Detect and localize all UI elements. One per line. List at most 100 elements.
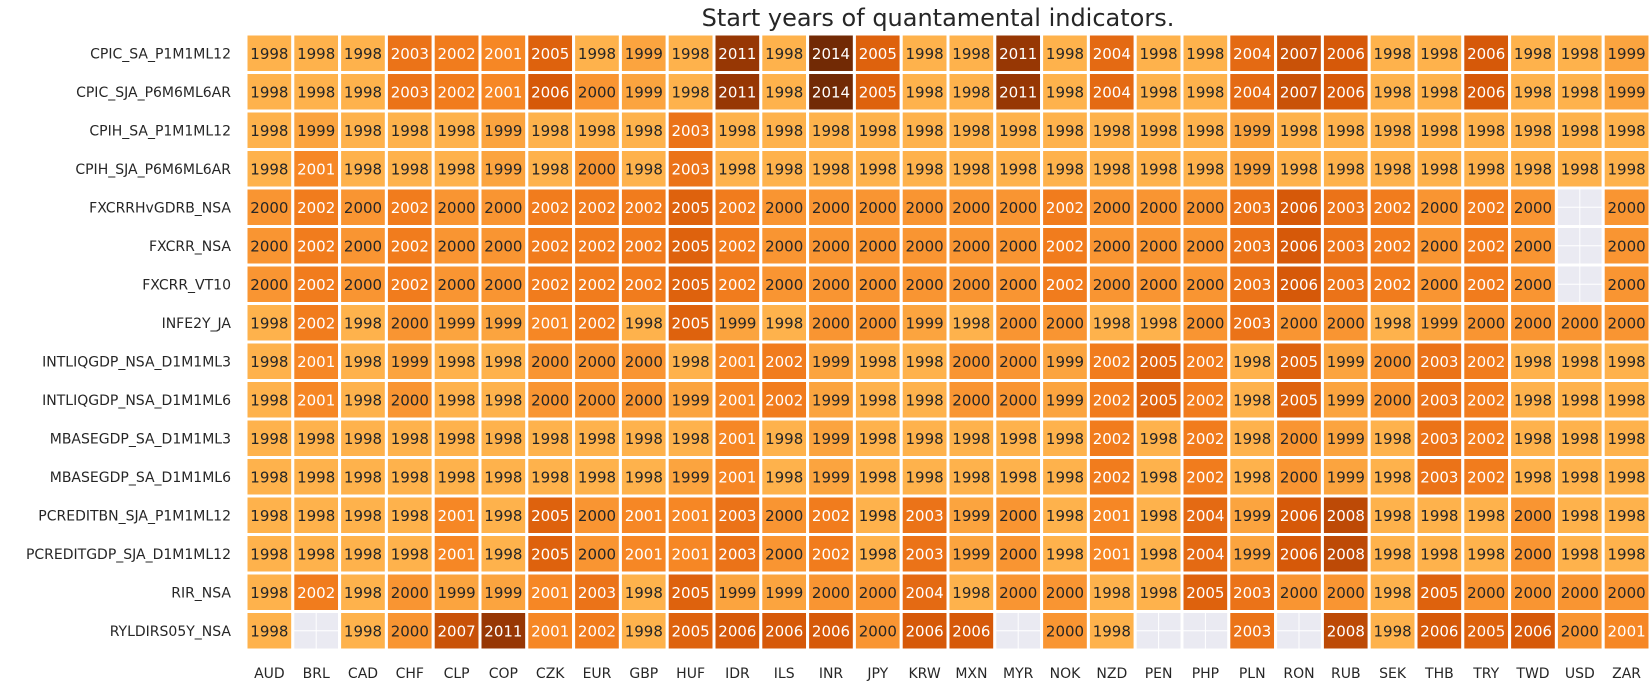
heatmap-cell-label: 2001 bbox=[531, 622, 569, 640]
heatmap-cell-label: 1998 bbox=[1046, 468, 1084, 486]
heatmap-cell-label: 2000 bbox=[1514, 507, 1552, 525]
heatmap-cell-label: 2000 bbox=[1186, 199, 1224, 217]
heatmap-cell bbox=[384, 610, 435, 652]
heatmap-cell-label: 1998 bbox=[1374, 622, 1412, 640]
heatmap-cell-label: 2000 bbox=[1280, 314, 1318, 332]
heatmap-cell-label: 2000 bbox=[391, 622, 429, 640]
heatmap-cell-label: 1998 bbox=[1420, 160, 1458, 178]
heatmap-cell-label: 1998 bbox=[1186, 122, 1224, 140]
heatmap-cell bbox=[1414, 263, 1465, 305]
heatmap-cell-label: 1998 bbox=[1514, 122, 1552, 140]
heatmap-cell bbox=[244, 32, 295, 74]
heatmap-cell bbox=[1086, 109, 1137, 151]
heatmap-cell-label: 2003 bbox=[672, 160, 710, 178]
heatmap-cell bbox=[244, 263, 295, 305]
heatmap-cell bbox=[899, 340, 950, 382]
heatmap-cell-label: 2000 bbox=[1420, 199, 1458, 217]
heatmap-cell-label: 1998 bbox=[625, 622, 663, 640]
heatmap-cell bbox=[1086, 610, 1137, 652]
heatmap-cell bbox=[1601, 340, 1651, 382]
heatmap-cell-label: 2001 bbox=[297, 160, 335, 178]
heatmap-cell-label: 1998 bbox=[1561, 430, 1599, 448]
heatmap-cell-label: 1998 bbox=[1327, 122, 1365, 140]
x-tick-label: MYR bbox=[1003, 666, 1034, 682]
heatmap-cell-label: 1998 bbox=[1420, 545, 1458, 563]
heatmap-cell bbox=[1133, 225, 1184, 267]
heatmap-cell-label: 2005 bbox=[672, 276, 710, 294]
heatmap-cell bbox=[244, 494, 295, 536]
heatmap-cell bbox=[384, 109, 435, 151]
heatmap-cell-label: 1998 bbox=[859, 353, 897, 371]
heatmap-cell-label: 2000 bbox=[1561, 584, 1599, 602]
heatmap-cell bbox=[1367, 109, 1418, 151]
heatmap-cell bbox=[1086, 494, 1137, 536]
heatmap-cell bbox=[1086, 533, 1137, 575]
heatmap-cell bbox=[712, 456, 763, 498]
heatmap-cell-label: 1998 bbox=[1140, 507, 1178, 525]
heatmap-cell-label: 1999 bbox=[1608, 83, 1646, 101]
heatmap-cell-label: 2000 bbox=[999, 545, 1037, 563]
y-tick-label: FXCRR_VT10 bbox=[142, 277, 231, 293]
heatmap-cell-label: 2000 bbox=[344, 199, 382, 217]
x-tick-label: CZK bbox=[536, 666, 565, 682]
heatmap-cell-label: 2000 bbox=[1186, 314, 1224, 332]
heatmap-cell bbox=[1414, 379, 1465, 421]
heatmap-cell-label: 1998 bbox=[1186, 83, 1224, 101]
heatmap-cell bbox=[338, 32, 388, 74]
heatmap-cell-label: 1998 bbox=[1046, 83, 1084, 101]
heatmap-cell bbox=[1040, 379, 1090, 421]
heatmap-cell-label: 2006 bbox=[765, 622, 803, 640]
heatmap-cell-label: 2000 bbox=[1093, 237, 1131, 255]
heatmap-cell-label: 2001 bbox=[718, 468, 756, 486]
heatmap-cell-label: 2000 bbox=[812, 314, 850, 332]
x-tick-label: CAD bbox=[348, 666, 378, 682]
heatmap-cell-label: 1998 bbox=[906, 468, 944, 486]
heatmap-cell bbox=[478, 610, 529, 652]
heatmap-cell-label: 1999 bbox=[765, 584, 803, 602]
heatmap-cell-label: 2004 bbox=[1233, 45, 1271, 63]
heatmap-cell-label: 2002 bbox=[297, 584, 335, 602]
x-tick-label: SEK bbox=[1379, 666, 1407, 682]
heatmap-cell-label: 1998 bbox=[1608, 391, 1646, 409]
heatmap-cell-label: 1998 bbox=[952, 314, 990, 332]
heatmap-cell bbox=[712, 610, 763, 652]
heatmap-cell-label: 2000 bbox=[1046, 622, 1084, 640]
heatmap-cell-label: 1998 bbox=[1608, 353, 1646, 371]
heatmap-cell-label: 2000 bbox=[765, 507, 803, 525]
heatmap-cell bbox=[1508, 610, 1558, 652]
heatmap-cell-label: 1998 bbox=[391, 160, 429, 178]
heatmap-cell-label: 2001 bbox=[297, 353, 335, 371]
heatmap-cell bbox=[899, 610, 950, 652]
heatmap-cell-label: 2000 bbox=[1514, 276, 1552, 294]
heatmap-cell-label: 2004 bbox=[906, 584, 944, 602]
heatmap-cell bbox=[1040, 494, 1090, 536]
heatmap-cell bbox=[338, 148, 388, 190]
heatmap-cell bbox=[993, 417, 1044, 459]
heatmap-cell-label: 1998 bbox=[625, 430, 663, 448]
heatmap-cell-label: 1998 bbox=[1327, 160, 1365, 178]
heatmap-cell-label: 2003 bbox=[1327, 276, 1365, 294]
heatmap-cell-label: 2000 bbox=[1467, 584, 1505, 602]
heatmap-cell-label: 1998 bbox=[344, 622, 382, 640]
heatmap-cell bbox=[946, 302, 997, 344]
heatmap-cell-label: 2002 bbox=[765, 391, 803, 409]
y-tick-label: INTLIQGDP_NSA_D1M1ML6 bbox=[42, 393, 231, 409]
x-tick-label: ILS bbox=[774, 666, 795, 682]
heatmap-cell-label: 1999 bbox=[438, 314, 476, 332]
heatmap-cell-label: 2001 bbox=[484, 45, 522, 63]
heatmap-cell-label: 2002 bbox=[765, 353, 803, 371]
heatmap-cell-label: 1998 bbox=[1140, 45, 1178, 63]
heatmap-cell-label: 2003 bbox=[906, 507, 944, 525]
heatmap-cell-label: 2004 bbox=[1186, 507, 1224, 525]
heatmap-cell bbox=[993, 186, 1044, 228]
heatmap-cell-label: 2002 bbox=[1093, 353, 1131, 371]
heatmap-cell-label: 2002 bbox=[391, 276, 429, 294]
heatmap-cell-label: 1998 bbox=[999, 468, 1037, 486]
heatmap-cell bbox=[525, 263, 576, 305]
heatmap-cell-label: 2000 bbox=[625, 353, 663, 371]
heatmap-cell-label: 2000 bbox=[859, 622, 897, 640]
heatmap-cell-label: 2000 bbox=[391, 391, 429, 409]
heatmap-cell-label: 2007 bbox=[1280, 83, 1318, 101]
heatmap-cell-label: 2000 bbox=[1561, 314, 1599, 332]
heatmap-cell-label: 2002 bbox=[1374, 199, 1412, 217]
